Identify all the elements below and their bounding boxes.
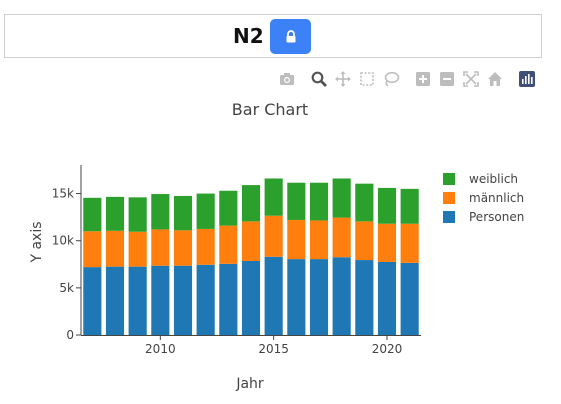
bar-männlich-2020 <box>377 223 397 262</box>
bar-männlich-2007 <box>83 231 102 268</box>
bar-Personen-2010 <box>151 265 170 335</box>
bar-weiblich-2019 <box>355 183 374 222</box>
bar-weiblich-2012 <box>196 193 215 229</box>
x-tick-label-2010: 2010 <box>145 342 176 356</box>
bar-Personen-2008 <box>105 266 125 335</box>
bar-männlich-2018 <box>332 217 351 258</box>
bar-männlich-2012 <box>196 228 215 265</box>
bar-weiblich-2021 <box>400 188 419 224</box>
bar-Personen-2015 <box>264 256 283 335</box>
modebar <box>0 70 561 90</box>
camera-icon[interactable] <box>278 70 296 88</box>
legend-label-Personen: Personen <box>469 210 524 224</box>
pan-icon[interactable] <box>334 70 352 88</box>
bar-Personen-2007 <box>83 267 102 335</box>
bar-männlich-2019 <box>355 221 374 261</box>
bar-weiblich-2011 <box>173 195 193 231</box>
x-tick-label-2015: 2015 <box>258 342 289 356</box>
bar-weiblich-2018 <box>332 178 351 218</box>
bar-chart: Bar Chart 2010 2015 2020 0 5k 10k 15k Jahr Y … <box>29 100 524 392</box>
bar-weiblich-2008 <box>105 196 125 231</box>
bar-Personen-2020 <box>377 261 397 335</box>
y-tick-label-15000: 15k <box>52 187 74 201</box>
bar-männlich-2017 <box>309 220 329 260</box>
x-axis: 2010 2015 2020 <box>81 335 421 356</box>
plotly-logo-icon[interactable] <box>518 70 536 88</box>
y-tick-label-0: 0 <box>66 328 74 342</box>
zoom-icon[interactable] <box>310 70 328 88</box>
zoom-in-icon[interactable] <box>414 70 432 88</box>
bar-weiblich-2007 <box>83 197 102 232</box>
chart-title: Bar Chart <box>232 100 308 119</box>
legend-swatch-männlich <box>443 192 455 204</box>
page-title: N2 <box>233 24 264 48</box>
bar-weiblich-2010 <box>151 194 170 230</box>
bar-männlich-2013 <box>219 225 238 264</box>
bar-männlich-2010 <box>151 229 170 266</box>
bar-Personen-2018 <box>332 257 351 335</box>
bar-weiblich-2015 <box>264 178 283 216</box>
bar-weiblich-2017 <box>309 182 329 221</box>
bar-männlich-2011 <box>173 230 193 266</box>
legend: weiblich männlich Personen <box>443 172 524 224</box>
bar-männlich-2015 <box>264 215 283 257</box>
bar-männlich-2008 <box>105 230 125 267</box>
legend-swatch-Personen <box>443 211 455 223</box>
bar-männlich-2014 <box>241 221 261 261</box>
lasso-icon[interactable] <box>382 70 400 88</box>
zoom-out-icon[interactable] <box>438 70 456 88</box>
bar-Personen-2021 <box>400 262 419 335</box>
bar-Personen-2017 <box>309 259 329 335</box>
bar-männlich-2021 <box>400 223 419 263</box>
bar-Personen-2009 <box>128 266 147 335</box>
bar-Personen-2016 <box>287 259 306 335</box>
home-icon[interactable] <box>486 70 504 88</box>
bar-weiblich-2020 <box>377 187 397 224</box>
bar-Personen-2014 <box>241 260 261 335</box>
y-axis: 0 5k 10k 15k <box>52 165 82 342</box>
bar-Personen-2019 <box>355 260 374 335</box>
y-tick-label-10000: 10k <box>52 234 74 248</box>
y-tick-label-5000: 5k <box>59 281 74 295</box>
bar-Personen-2012 <box>196 264 215 335</box>
bar-weiblich-2014 <box>241 185 261 222</box>
y-axis-label: Y axis <box>29 221 45 263</box>
bar-Personen-2011 <box>173 265 193 335</box>
x-axis-label: Jahr <box>235 376 264 392</box>
box-select-icon[interactable] <box>358 70 376 88</box>
autoscale-icon[interactable] <box>462 70 480 88</box>
plot-area <box>83 178 419 335</box>
bar-männlich-2009 <box>128 231 147 267</box>
legend-swatch-weiblich <box>443 173 455 185</box>
bar-weiblich-2013 <box>219 190 238 226</box>
bar-weiblich-2009 <box>128 197 147 232</box>
bar-weiblich-2016 <box>287 182 306 220</box>
bar-männlich-2016 <box>287 219 306 260</box>
legend-label-männlich: männlich <box>469 191 524 205</box>
legend-label-weiblich: weiblich <box>469 172 518 186</box>
lock-button[interactable] <box>270 19 311 54</box>
x-tick-label-2020: 2020 <box>372 342 403 356</box>
bar-Personen-2013 <box>219 263 238 335</box>
lock-icon <box>286 30 295 43</box>
